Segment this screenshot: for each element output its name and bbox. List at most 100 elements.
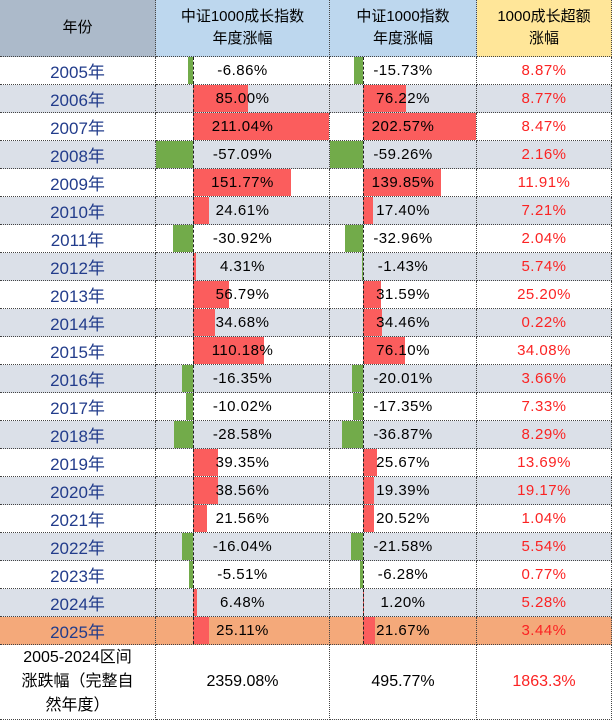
- table-row: 2006年 85.00% 76.22% 8.77%: [0, 85, 612, 113]
- positive-data-bar: [192, 85, 248, 112]
- cell-value: 202.57%: [371, 118, 435, 135]
- zero-axis-line: [363, 253, 365, 280]
- zero-axis-line: [192, 85, 194, 112]
- year-cell: 2025年: [0, 617, 156, 645]
- zero-axis-line: [363, 393, 365, 420]
- zero-axis-line: [363, 281, 365, 308]
- positive-data-bar: [192, 617, 210, 644]
- zero-axis-line: [363, 617, 365, 644]
- growth-index-value-cell: 110.18%: [156, 337, 330, 365]
- excess-return-cell: 8.29%: [477, 421, 612, 449]
- csi1000-value-cell: 21.67%: [330, 617, 477, 645]
- excess-return-cell: 0.22%: [477, 309, 612, 337]
- cell-value: 24.61%: [215, 202, 270, 219]
- zero-axis-line: [192, 365, 194, 392]
- cell-value: 85.00%: [215, 90, 270, 107]
- excess-return-cell: 2.04%: [477, 225, 612, 253]
- cell-value: 21.67%: [376, 622, 430, 639]
- table-row: 2005年 -6.86% -15.73% 8.87%: [0, 57, 612, 85]
- table-body: 2005年 -6.86% -15.73% 8.87% 2006年 85.00% 76.22%…: [0, 57, 612, 645]
- cell-value: 4.31%: [219, 258, 266, 275]
- csi1000-value-cell: -1.43%: [330, 253, 477, 281]
- zero-axis-line: [192, 169, 194, 196]
- csi1000-value-cell: 31.59%: [330, 281, 477, 309]
- cell-value: 151.77%: [211, 174, 274, 191]
- growth-index-value-cell: 6.48%: [156, 589, 330, 617]
- growth-index-value-cell: -30.92%: [156, 225, 330, 253]
- csi1000-value-cell: 25.67%: [330, 449, 477, 477]
- header-csi1000-index: 中证1000指数 年度涨幅: [330, 0, 477, 57]
- cell-value: 34.08%: [517, 342, 571, 359]
- year-cell: 2016年: [0, 365, 156, 393]
- positive-data-bar: [363, 337, 406, 364]
- year-cell: 2011年: [0, 225, 156, 253]
- year-cell: 2010年: [0, 197, 156, 225]
- table-row: 2008年 -57.09% -59.26% 2.16%: [0, 141, 612, 169]
- growth-index-value-cell: 38.56%: [156, 477, 330, 505]
- cell-value: 34.68%: [215, 314, 270, 331]
- csi1000-value-cell: -17.35%: [330, 393, 477, 421]
- negative-data-bar: [330, 141, 364, 168]
- summary-row: 2005-2024区间 涨跌幅（完整自 然年度） 2359.08% 495.77…: [0, 645, 612, 720]
- growth-index-value-cell: 24.61%: [156, 197, 330, 225]
- cell-value: 2.04%: [521, 230, 567, 247]
- zero-axis-line: [192, 477, 194, 504]
- growth-index-value-cell: 21.56%: [156, 505, 330, 533]
- cell-value: 7.21%: [521, 202, 567, 219]
- negative-data-bar: [342, 421, 364, 448]
- cell-value: 8.77%: [521, 90, 567, 107]
- excess-return-cell: 7.21%: [477, 197, 612, 225]
- cell-value: 76.22%: [376, 90, 430, 107]
- cell-value: 139.85%: [371, 174, 435, 191]
- year-cell: 2009年: [0, 169, 156, 197]
- excess-return-cell: 25.20%: [477, 281, 612, 309]
- year-cell: 2008年: [0, 141, 156, 169]
- excess-return-cell: 34.08%: [477, 337, 612, 365]
- year-cell: 2023年: [0, 561, 156, 589]
- zero-axis-line: [192, 561, 194, 588]
- year-cell: 2014年: [0, 309, 156, 337]
- table-row: 2013年 56.79% 31.59% 25.20%: [0, 281, 612, 309]
- excess-return-cell: 2.16%: [477, 141, 612, 169]
- cell-value: 8.29%: [521, 426, 567, 443]
- table-row: 2015年 110.18% 76.10% 34.08%: [0, 337, 612, 365]
- header-year: 年份: [0, 0, 156, 57]
- year-cell: 2015年: [0, 337, 156, 365]
- table-row: 2010年 24.61% 17.40% 7.21%: [0, 197, 612, 225]
- zero-axis-line: [363, 85, 365, 112]
- excess-return-cell: 7.33%: [477, 393, 612, 421]
- table-row: 2021年 21.56% 20.52% 1.04%: [0, 505, 612, 533]
- zero-axis-line: [363, 533, 365, 560]
- negative-data-bar: [182, 365, 193, 392]
- zero-axis-line: [192, 225, 194, 252]
- cell-value: 38.56%: [215, 482, 270, 499]
- zero-axis-line: [192, 141, 194, 168]
- positive-data-bar: [192, 477, 218, 504]
- csi1000-value-cell: 1.20%: [330, 589, 477, 617]
- negative-data-bar: [182, 533, 193, 560]
- negative-data-bar: [344, 225, 364, 252]
- zero-axis-line: [192, 589, 194, 616]
- cell-value: 21.56%: [215, 510, 270, 527]
- growth-index-value-cell: -10.02%: [156, 393, 330, 421]
- table-row: 2020年 38.56% 19.39% 19.17%: [0, 477, 612, 505]
- negative-data-bar: [351, 533, 364, 560]
- positive-data-bar: [363, 449, 378, 476]
- year-cell: 2024年: [0, 589, 156, 617]
- positive-data-bar: [192, 505, 207, 532]
- cell-value: -30.92%: [212, 230, 273, 247]
- negative-data-bar: [351, 365, 364, 392]
- table-row: 2016年 -16.35% -20.01% 3.66%: [0, 365, 612, 393]
- growth-index-value-cell: 56.79%: [156, 281, 330, 309]
- cell-value: 25.11%: [216, 622, 269, 639]
- positive-data-bar: [363, 197, 373, 224]
- growth-index-value-cell: 25.11%: [156, 617, 330, 645]
- year-cell: 2020年: [0, 477, 156, 505]
- table-header-row: 年份 中证1000成长指数 年度涨幅 中证1000指数 年度涨幅 1000成长超…: [0, 0, 612, 57]
- negative-data-bar: [354, 57, 364, 84]
- zero-axis-line: [363, 197, 365, 224]
- excess-return-cell: 5.74%: [477, 253, 612, 281]
- table-row: 2014年 34.68% 34.46% 0.22%: [0, 309, 612, 337]
- cell-value: 19.17%: [517, 482, 571, 499]
- cell-value: 39.35%: [215, 454, 270, 471]
